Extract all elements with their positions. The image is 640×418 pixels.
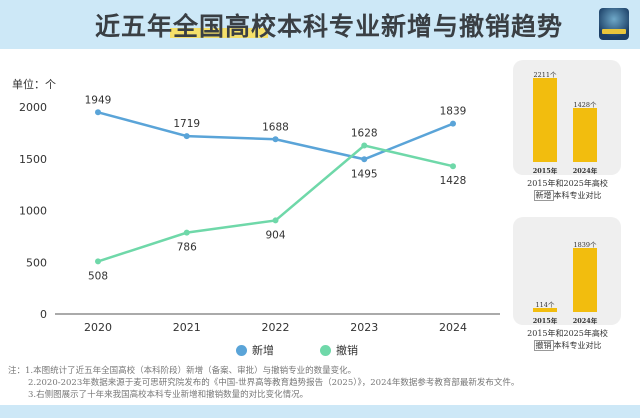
data-label: 508: [88, 270, 108, 282]
data-point: [361, 142, 368, 149]
data-label: 1839: [440, 106, 467, 118]
title-highlight: [170, 28, 268, 38]
data-label: 1688: [262, 121, 289, 133]
data-point: [450, 120, 456, 127]
panel-removed: 114个 2015年 1839个 2024年: [513, 217, 621, 325]
panel-new: 2211个 2015年 1428个 2024年: [513, 60, 621, 175]
series-line-1: [97, 144, 454, 263]
bar-value-label: 1839个: [573, 241, 597, 250]
logo-icon: [599, 8, 629, 40]
footer-band: [0, 405, 640, 418]
x-tick-label: 2024: [439, 321, 467, 334]
caption-box: 新增: [533, 190, 554, 201]
data-label: 1628: [351, 128, 378, 140]
caption-rest: 本科专业对比: [553, 191, 602, 200]
y-tick-label: 1000: [19, 205, 47, 218]
data-point: [272, 136, 279, 143]
data-label: 786: [177, 242, 197, 254]
data-point: [450, 163, 456, 170]
data-point: [95, 258, 101, 265]
x-tick-label: 2021: [173, 321, 201, 334]
legend-item-removed: 撤销: [320, 342, 358, 358]
y-tick-label: 2000: [19, 101, 47, 114]
bar-value-label: 2211个: [533, 71, 557, 80]
legend-item-new: 新增: [236, 342, 274, 358]
bar-category-label: 2024年: [572, 167, 598, 175]
y-tick-label: 1500: [19, 153, 47, 166]
legend-label: 撤销: [336, 344, 358, 357]
caption-new: 2015年和2025年高校新增 本科专业对比: [505, 178, 630, 202]
y-axis-label: 单位：个: [12, 78, 56, 91]
caption-removed: 2015年和2025年高校撤销 本科专业对比: [505, 328, 630, 352]
bar-value-label: 1428个: [573, 100, 597, 109]
data-label: 1495: [351, 168, 378, 180]
data-label: 904: [265, 229, 285, 241]
caption-rest: 本科专业对比: [553, 341, 602, 350]
data-point: [361, 156, 368, 163]
line-chart: 0 500 1000 1500 2000 2020 2021 2022 2023 2024 1949…: [19, 94, 500, 334]
data-label: 1949: [85, 94, 112, 106]
bar-2015年: [533, 308, 557, 312]
series-line-0: [97, 111, 454, 161]
y-tick-label: 0: [40, 308, 47, 321]
caption-line: 2015年和2025年高校: [527, 179, 608, 188]
data-point: [183, 229, 190, 236]
data-point: [95, 109, 101, 116]
x-tick-label: 2023: [350, 321, 378, 334]
legend-label: 新增: [252, 344, 274, 357]
note-3: 3.右侧图展示了十年来我国高校本科专业新增和撤销数量的对比变化情况。: [28, 390, 309, 400]
caption-line: 2015年和2025年高校: [527, 329, 608, 338]
data-point: [183, 133, 190, 140]
caption-box: 撤销: [533, 340, 554, 351]
data-label: 1428: [440, 175, 467, 187]
legend-dot-removed: [320, 344, 331, 356]
note-1: 注：1.本图统计了近五年全国高校（本科阶段）新增（备案、审批）与撤销专业的数量变…: [8, 366, 357, 376]
x-tick-label: 2020: [84, 321, 112, 334]
bar-category-label: 2015年: [532, 167, 558, 175]
x-tick-label: 2022: [262, 321, 290, 334]
bar-category-label: 2015年: [532, 317, 558, 325]
bar-value-label: 114个: [535, 301, 555, 309]
data-label: 1719: [173, 118, 200, 130]
data-point: [272, 217, 279, 224]
y-tick-label: 500: [26, 256, 47, 269]
header-band: [0, 0, 640, 49]
legend-dot-new: [236, 344, 247, 356]
page-title: 近五年全国高校本科专业新增与撤销趋势: [95, 12, 564, 41]
notes: 注：1.本图统计了近五年全国高校（本科阶段）新增（备案、审批）与撤销专业的数量变…: [8, 365, 519, 401]
bar-2024年: [573, 248, 597, 312]
bar-2015年: [533, 78, 557, 162]
bar-2024年: [573, 107, 597, 162]
note-2: 2.2020-2023年数据来源于麦可思研究院发布的《中国-世界高等教育趋势报告…: [28, 378, 520, 388]
bar-category-label: 2024年: [572, 317, 598, 325]
